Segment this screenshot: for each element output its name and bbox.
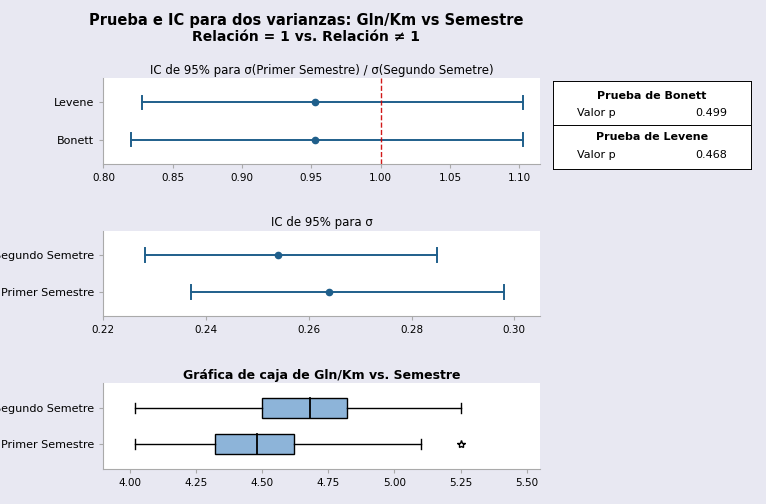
Text: Valor p: Valor p [577,150,615,160]
Text: Prueba e IC para dos varianzas: Gln/Km vs Semestre: Prueba e IC para dos varianzas: Gln/Km v… [89,13,524,28]
Text: Relación = 1 vs. Relación ≠ 1: Relación = 1 vs. Relación ≠ 1 [192,30,421,44]
Title: IC de 95% para σ: IC de 95% para σ [271,216,372,229]
Text: Valor p: Valor p [577,108,615,118]
Title: IC de 95% para σ(Primer Semestre) / σ(Segundo Semetre): IC de 95% para σ(Primer Semestre) / σ(Se… [150,64,493,77]
Text: 0.468: 0.468 [695,150,727,160]
Bar [214,434,294,454]
Text: Prueba de Levene: Prueba de Levene [596,132,708,142]
Text: Prueba de Bonett: Prueba de Bonett [597,91,706,101]
Text: 0.499: 0.499 [695,108,727,118]
Bar [262,398,347,418]
Title: Gráfica de caja de Gln/Km vs. Semestre: Gráfica de caja de Gln/Km vs. Semestre [183,369,460,382]
